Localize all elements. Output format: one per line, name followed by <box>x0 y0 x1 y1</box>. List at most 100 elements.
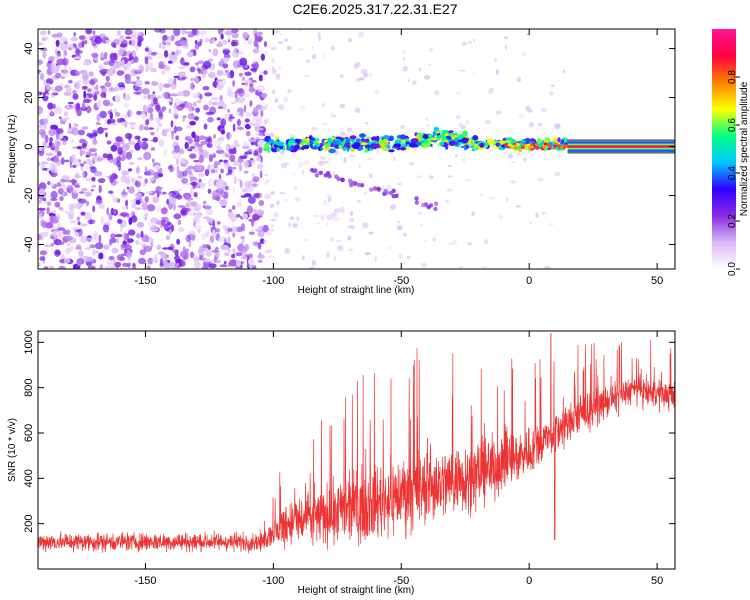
heatmap-cell <box>156 191 160 199</box>
heatmap-cell <box>173 29 181 37</box>
heatmap-cell <box>553 137 558 142</box>
heatmap-cell <box>248 86 255 93</box>
heatmap-cell <box>540 211 547 215</box>
heatmap-cell <box>260 109 264 118</box>
heatmap-cell <box>52 92 59 96</box>
heatmap-cell <box>171 224 174 232</box>
heatmap-cell <box>272 30 280 34</box>
heatmap-cell <box>159 258 164 266</box>
heatmap-cell <box>158 42 162 49</box>
heatmap-cell <box>131 202 137 209</box>
heatmap-cell <box>495 110 502 115</box>
heatmap-cell <box>555 146 560 150</box>
heatmap-cell <box>173 213 182 220</box>
heatmap-cell <box>171 132 175 140</box>
heatmap-cell <box>156 244 162 251</box>
heatmap-cell <box>229 154 236 163</box>
heatmap-cell <box>460 69 466 72</box>
heatmap-cell <box>243 104 247 113</box>
heatmap-cell <box>490 144 496 148</box>
heatmap-cell <box>108 159 115 163</box>
heatmap-cell <box>113 142 121 148</box>
heatmap-cell <box>271 89 276 95</box>
heatmap-cell <box>526 143 531 147</box>
heatmap-cell <box>456 91 461 95</box>
heatmap-cell <box>38 42 44 46</box>
heatmap-cell <box>92 30 96 35</box>
heatmap-cell <box>235 96 239 103</box>
heatmap-cell <box>117 118 121 123</box>
heatmap-cell <box>312 214 320 218</box>
heatmap-cell <box>243 170 249 174</box>
heatmap-cell <box>135 199 141 205</box>
heatmap-cell <box>84 211 92 220</box>
heatmap-cell <box>131 215 138 223</box>
heatmap-cell <box>81 101 86 110</box>
heatmap-cell <box>70 37 79 42</box>
heatmap-cell <box>326 252 330 258</box>
heatmap-cell <box>115 233 123 238</box>
heatmap-cell <box>66 229 71 235</box>
heatmap-cell <box>310 146 319 150</box>
heatmap-cell <box>538 144 542 148</box>
heatmap-cell <box>206 209 214 216</box>
heatmap-cell <box>48 128 56 137</box>
heatmap-cell <box>403 56 406 61</box>
heatmap-cell <box>266 231 272 236</box>
heatmap-cell <box>228 116 235 119</box>
heatmap-cell <box>223 260 227 265</box>
heatmap-cell <box>72 93 79 100</box>
heatmap-cell <box>322 53 325 58</box>
heatmap-cell <box>173 144 180 153</box>
heatmap-cell <box>339 74 344 78</box>
heatmap-cell <box>508 154 513 159</box>
heatmap-cell <box>248 231 255 235</box>
heatmap-cell <box>38 162 41 166</box>
heatmap-cell <box>59 196 64 202</box>
colorbar-tick-label: 0.4 <box>727 166 738 180</box>
y-tick-label: 400 <box>23 469 35 487</box>
heatmap-cell <box>103 53 108 60</box>
heatmap-cell <box>60 42 66 51</box>
spectrogram-panel: -150 -100 -50 0 50 40 20 0 -20 -40 Height of stra… <box>7 28 676 296</box>
heatmap-cell <box>152 196 160 204</box>
heatmap-cell <box>327 138 333 144</box>
figure-title: C2E6.2025.317.22.31.E27 <box>292 1 457 17</box>
heatmap-cell <box>158 139 165 148</box>
heatmap-cell <box>161 70 166 75</box>
heatmap-cell <box>320 214 325 221</box>
heatmap-cell <box>287 88 292 94</box>
heatmap-cell <box>176 263 180 266</box>
heatmap-cell <box>150 147 155 151</box>
x-tick-label: -100 <box>262 575 284 587</box>
heatmap-cell <box>69 210 75 216</box>
heatmap-cell <box>180 209 186 216</box>
heatmap-cell <box>210 169 216 174</box>
heatmap-cell <box>465 120 469 125</box>
heatmap-cell <box>165 128 171 133</box>
heatmap-cell <box>202 216 211 220</box>
heatmap-cell <box>263 119 268 125</box>
heatmap-cell <box>137 189 142 193</box>
heatmap-cell <box>81 126 89 130</box>
heatmap-cell <box>215 149 225 154</box>
heatmap-cell <box>211 249 219 253</box>
heatmap-cell <box>264 193 271 199</box>
heatmap-cell <box>311 46 314 50</box>
heatmap-cell <box>257 242 262 250</box>
heatmap-cell <box>198 135 207 140</box>
heatmap-cell <box>320 156 326 160</box>
heatmap-cell <box>348 248 354 251</box>
heatmap-cell <box>163 83 171 88</box>
heatmap-cell <box>263 143 268 149</box>
heatmap-cell <box>166 221 171 226</box>
heatmap-cell <box>154 52 163 59</box>
heatmap-cell <box>68 79 73 84</box>
heatmap-cell <box>220 33 224 40</box>
heatmap-cell <box>121 194 127 199</box>
heatmap-cell <box>38 234 42 241</box>
heatmap-cell <box>128 168 133 172</box>
heatmap-cell <box>473 38 476 42</box>
heatmap-cell <box>258 131 265 137</box>
heatmap-cell <box>84 247 92 250</box>
